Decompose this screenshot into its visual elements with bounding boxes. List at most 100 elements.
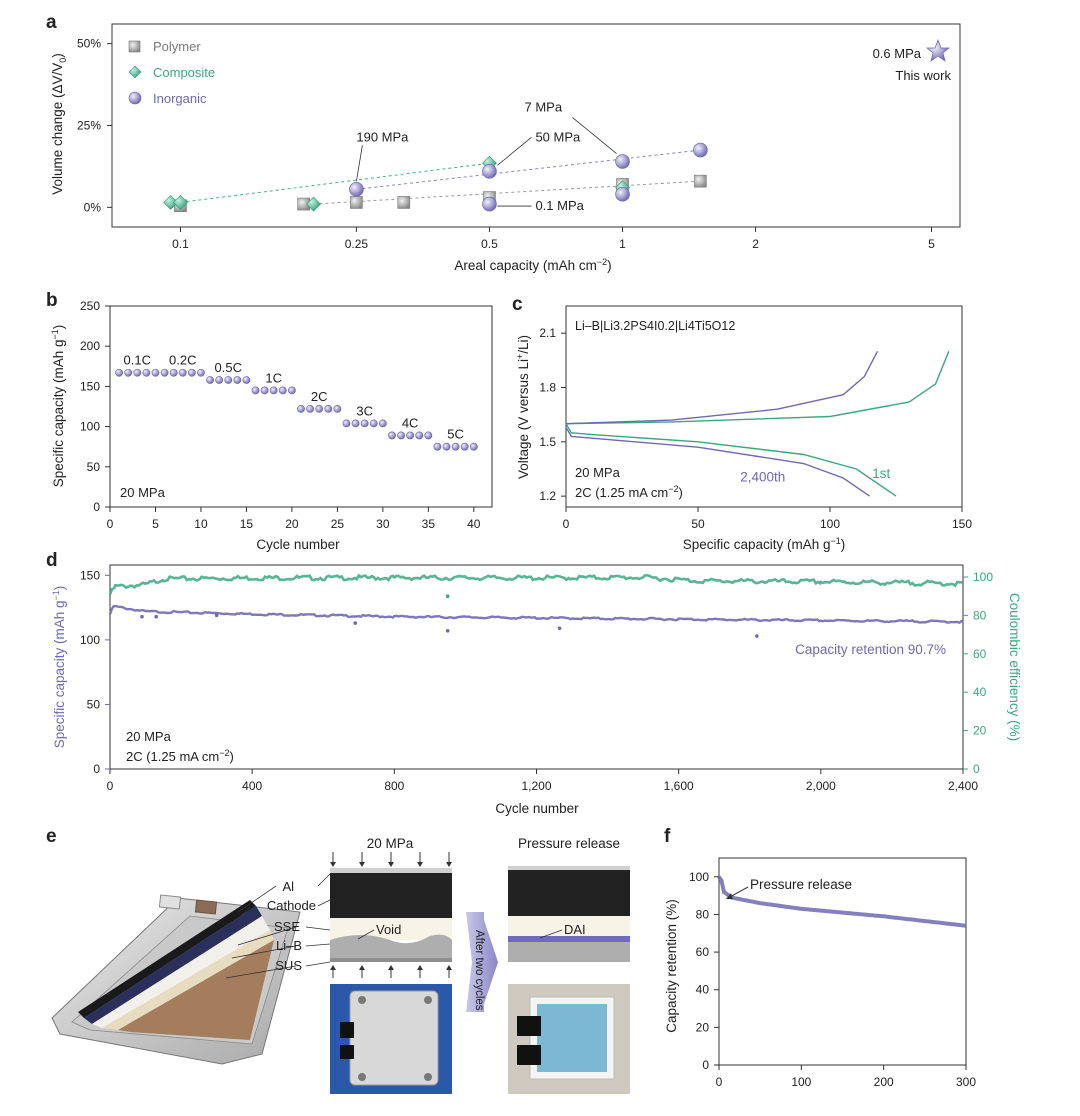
panel-f-annotation: Pressure release <box>750 877 852 892</box>
panel-a-ytick-label: 50% <box>77 37 101 51</box>
panel-a-annotation: 190 MPa <box>356 129 409 144</box>
panel-b-rate-label: 2C <box>311 389 328 404</box>
panel-b-ytick-label: 100 <box>80 420 100 434</box>
panel-a-xtick-label: 0.1 <box>172 237 189 251</box>
panel-d-xtick-label: 400 <box>242 779 262 793</box>
after-two-cycles-arrow <box>466 912 498 1012</box>
leader-lib <box>231 945 297 959</box>
panel-b-chart: 0 5 10 15 20 25 30 35 40 0 50 100 150 200 250 0.1C 0.2C 0… <box>80 299 493 531</box>
panel-a-point-inorganic <box>615 186 630 202</box>
device-photo-pressurized <box>330 984 452 1094</box>
panel-c-xtick-label: 0 <box>563 517 570 531</box>
panel-b-point <box>333 405 342 413</box>
panel-f-retention-line <box>717 875 967 928</box>
panel-c-curve-last-discharge <box>565 426 870 497</box>
panel-b-ytick-label: 200 <box>80 339 100 353</box>
layer-sse <box>92 916 270 1028</box>
panel-b-rate-label: 0.5C <box>215 360 242 375</box>
panel-d-capacity-outlier <box>557 626 562 631</box>
panel-d-ytick-label: 50 <box>87 697 101 711</box>
leader-al-right <box>317 873 331 887</box>
panel-b-xtick-label: 35 <box>422 517 436 531</box>
panel-b-point <box>269 386 278 395</box>
panel-b-point <box>124 368 133 377</box>
panel-b-xtick-label: 10 <box>194 517 208 531</box>
panel-b-point <box>251 386 260 395</box>
panel-a-point-inorganic <box>482 196 497 212</box>
panel-b-frame <box>109 305 493 508</box>
panel-b-ytick-label: 250 <box>80 299 100 313</box>
panel-c-ytick-label: 1.2 <box>539 489 556 503</box>
tab-black-bottom <box>340 1045 354 1059</box>
panel-a-annotation: 0.1 MPa <box>535 198 584 213</box>
panel-b-point <box>278 386 287 395</box>
panel-b-rate-label: 4C <box>402 415 419 430</box>
panel-a-point-polymer <box>350 196 363 209</box>
layer-sus <box>118 940 274 1040</box>
panel-b-xtick-label: 30 <box>376 517 390 531</box>
panel-b-point <box>315 405 324 413</box>
tab-black-top <box>517 1016 541 1036</box>
panel-b-xtick-label: 5 <box>152 517 159 531</box>
panel-d-y2tick-label: 0 <box>973 762 980 776</box>
after-two-cycles-label: After two cycles <box>473 930 485 1011</box>
panel-c-ylabel: Voltage (V versus Li+/Li) <box>515 335 531 479</box>
panel-d-condition-2: 2C (1.25 mA cm−2) <box>126 748 234 764</box>
schematic-sus-layer <box>330 958 452 962</box>
panel-c-cell-label: Li–B|Li3.2PS4I0.2|Li4Ti5O12 <box>575 319 735 333</box>
panel-b-xtick-label: 25 <box>331 517 345 531</box>
panel-b-point <box>351 419 360 428</box>
panel-f-xtick-label: 100 <box>791 1075 811 1089</box>
panel-c-ytick-label: 1.5 <box>539 435 556 449</box>
panel-b-point <box>451 442 460 451</box>
panel-d-y2tick-label: 80 <box>973 608 987 622</box>
panel-d-frame <box>109 564 964 770</box>
layer-lib <box>102 930 274 1030</box>
dai-leader <box>539 929 563 939</box>
panel-b-point <box>160 368 169 377</box>
panel-b-xtick-label: 20 <box>285 517 299 531</box>
panel-d-xtick-label: 2,400 <box>948 779 978 793</box>
panel-f-ytick-label: 40 <box>696 983 710 997</box>
pouch-tab-left <box>158 894 182 910</box>
panel-f-xtick-label: 300 <box>956 1075 976 1089</box>
panel-b-ylabel: Specific capacity (mAh g−1) <box>50 325 66 488</box>
panel-d-xlabel: Cycle number <box>495 801 579 816</box>
panel-a-legend: Polymer Composite Inorganic <box>128 39 215 106</box>
panel-d-y2tick-label: 60 <box>973 647 987 661</box>
panel-c-chart: 0 50 100 150 1.2 1.5 1.8 2.1 1st 2,400th <box>539 305 972 531</box>
panel-b-point <box>197 368 205 377</box>
panel-d-xtick-label: 0 <box>107 779 114 793</box>
this-work-pressure: 0.6 MPa <box>873 46 922 61</box>
release-sse-layer <box>508 916 630 936</box>
panel-f-ylabel: Capacity retention (%) <box>664 899 679 1033</box>
panel-b-rate-label: 3C <box>356 403 373 418</box>
layer-al <box>78 900 256 1018</box>
release-cathode-layer <box>508 870 630 916</box>
pouch-window <box>537 1004 607 1072</box>
panel-a-frame <box>111 23 961 228</box>
panel-d-y2label: Coulombic efficiency (%) <box>1007 593 1022 741</box>
release-al-layer <box>508 866 630 871</box>
panel-d-ytick-label: 0 <box>93 762 100 776</box>
panel-d-y2tick-label: 20 <box>973 724 987 738</box>
panel-b-point <box>397 431 405 440</box>
release-lib-layer <box>508 942 630 962</box>
panel-c-xtick-label: 150 <box>952 517 972 531</box>
pouch-cell-illustration <box>51 894 301 1065</box>
pressure-arrowheads-bottom <box>330 965 452 970</box>
release-label: Pressure release <box>518 836 620 851</box>
panel-b-point <box>224 376 233 384</box>
layer-leader-lines <box>225 873 331 979</box>
panel-a-trend-line <box>180 162 490 203</box>
tab-black-top <box>340 1022 354 1038</box>
layer-cathode <box>84 906 262 1024</box>
panel-d-ylabel: Specific capacity (mAh g−1) <box>51 586 67 749</box>
panel-a-point-polymer <box>694 174 707 188</box>
panel-b-point <box>142 368 151 377</box>
panel-b-point <box>460 442 469 451</box>
panel-a-trend-line <box>313 180 701 205</box>
panel-b-point <box>169 368 178 377</box>
panel-d-xtick-label: 2,000 <box>806 779 836 793</box>
